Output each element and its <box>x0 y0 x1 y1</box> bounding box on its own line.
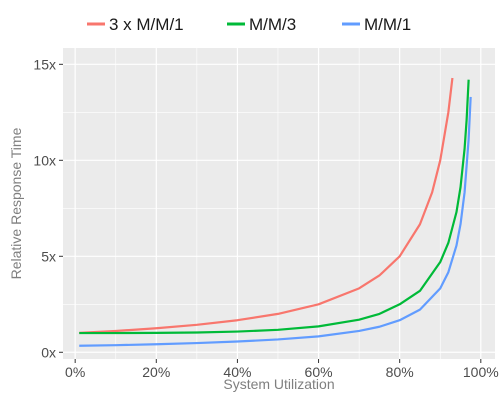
x-tick-label: 80% <box>386 364 414 380</box>
series-line-0 <box>79 77 454 334</box>
x-tick-label: 60% <box>305 364 333 380</box>
plot-panel <box>63 48 495 359</box>
y-tick-label: 15x <box>33 56 56 72</box>
x-tick-label: 40% <box>223 364 251 380</box>
x-tick-label: 100% <box>463 364 499 380</box>
y-tick-label: 0x <box>41 344 56 360</box>
series-line-1 <box>79 79 470 335</box>
legend: 3 x M/M/1 M/M/3 M/M/1 <box>87 15 411 34</box>
y-axis-title: Relative Response Time <box>8 127 24 279</box>
grid-major <box>63 48 495 359</box>
legend-label-mm3: M/M/3 <box>249 15 296 34</box>
legend-label-3xmm1: 3 x M/M/1 <box>109 15 184 34</box>
legend-label-mm1: M/M/1 <box>364 15 411 34</box>
y-axis: 0x 5x 10x 15x <box>33 56 63 360</box>
x-axis-title: System Utilization <box>223 376 334 392</box>
y-tick-label: 5x <box>41 248 56 264</box>
x-tick-label: 0% <box>65 364 85 380</box>
y-tick-label: 10x <box>33 152 56 168</box>
series-lines <box>79 77 472 347</box>
series-line-2 <box>79 96 472 347</box>
x-tick-label: 20% <box>142 364 170 380</box>
grid-minor <box>63 48 495 359</box>
x-axis: 0% 20% 40% 60% 80% 100% <box>65 359 499 380</box>
